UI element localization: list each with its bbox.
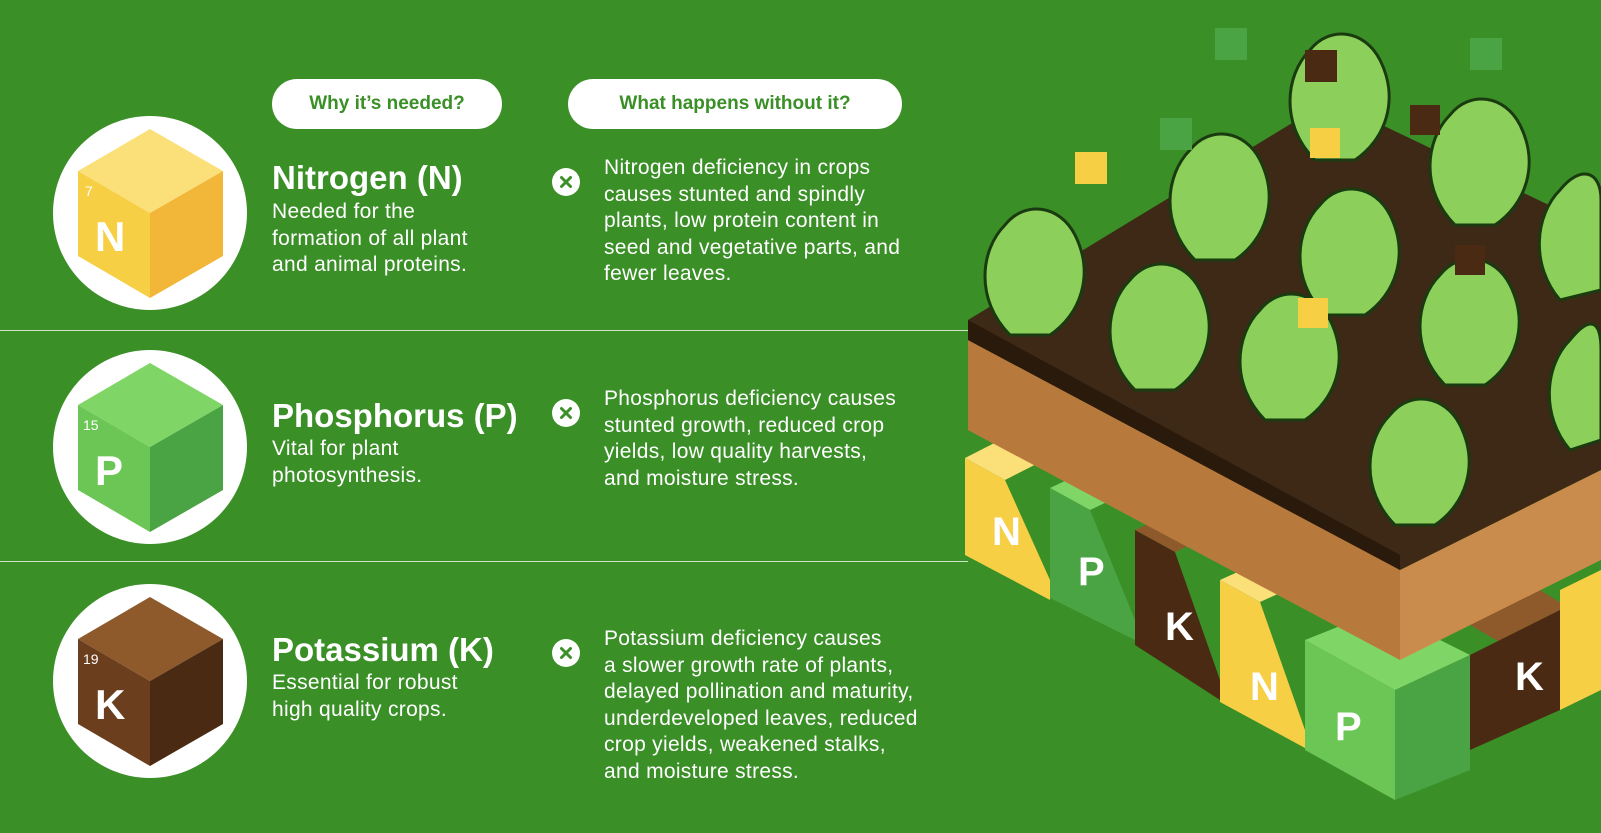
atomic-number-label: 15 — [83, 417, 99, 433]
desc-line: Essential for robust — [272, 671, 458, 694]
effect-line: and moisture stress. — [604, 759, 800, 783]
why-needed-header: Why it’s needed? — [272, 79, 502, 129]
row-divider — [0, 330, 968, 331]
element-symbol: P — [95, 447, 123, 494]
effect-line: Nitrogen deficiency in crops — [604, 156, 871, 179]
nutrient-need-nitrogen: Needed for the formation of all plant an… — [272, 199, 468, 279]
element-symbol: N — [992, 510, 1021, 554]
effect-line: underdeveloped leaves, reduced — [604, 706, 918, 730]
soil-field-illustration: N P K N P K — [965, 28, 1601, 800]
effect-line: causes stunted and spindly — [604, 182, 866, 206]
desc-line: and animal proteins. — [272, 253, 468, 276]
close-icon — [552, 639, 580, 667]
deficiency-effect-phosphorus: Phosphorus deficiency causes stunted gro… — [604, 386, 984, 492]
element-symbol: K — [1515, 655, 1544, 699]
effect-line: stunted growth, reduced crop — [604, 413, 885, 437]
nutrient-need-phosphorus: Vital for plant photosynthesis. — [272, 436, 422, 489]
element-symbol: P — [1335, 705, 1362, 749]
effect-line: seed and vegetative parts, and — [604, 235, 901, 259]
desc-line: high quality crops. — [272, 697, 447, 721]
nutrient-name-potassium: Potassium (K) — [272, 631, 494, 668]
desc-line: Needed for the — [272, 200, 416, 223]
effect-line: fewer leaves. — [604, 262, 732, 285]
deficiency-effect-nitrogen: Nitrogen deficiency in crops causes stun… — [604, 155, 984, 288]
lettuce-plants — [983, 32, 1601, 527]
effect-line: plants, low protein content in — [604, 209, 880, 232]
desc-line: photosynthesis. — [272, 463, 423, 487]
close-icon — [552, 399, 580, 427]
nutrient-name-phosphorus: Phosphorus (P) — [272, 397, 518, 434]
desc-line: formation of all plant — [272, 226, 468, 250]
effect-line: crop yields, weakened stalks, — [604, 733, 886, 756]
effect-line: yields, low quality harvests, — [604, 440, 868, 463]
element-symbol: N — [95, 213, 125, 260]
element-symbol: K — [1165, 605, 1194, 649]
potassium-cube-icon: 19 K — [53, 584, 247, 778]
element-symbol: P — [1078, 550, 1105, 594]
effect-line: delayed pollination and maturity, — [604, 680, 914, 703]
close-icon — [552, 168, 580, 196]
phosphorus-cube-icon: 15 P — [53, 350, 247, 544]
effect-line: Potassium deficiency causes — [604, 627, 882, 650]
row-divider — [0, 561, 968, 562]
nitrogen-cube-icon: 7 N — [53, 116, 247, 310]
subsoil-layer — [968, 340, 1601, 660]
effect-line: a slower growth rate of plants, — [604, 653, 894, 677]
nutrient-name-nitrogen: Nitrogen (N) — [272, 159, 463, 196]
atomic-number-label: 19 — [83, 651, 99, 667]
element-symbol: N — [1250, 665, 1279, 709]
effect-line: and moisture stress. — [604, 466, 800, 490]
desc-line: Vital for plant — [272, 437, 399, 460]
effect-line: Phosphorus deficiency causes — [604, 387, 897, 410]
what-happens-header: What happens without it? — [568, 79, 902, 129]
deficiency-effect-potassium: Potassium deficiency causes a slower gro… — [604, 626, 984, 785]
atomic-number-label: 7 — [85, 183, 93, 199]
floating-nutrient-cubes — [1075, 28, 1502, 328]
element-symbol: K — [95, 681, 125, 728]
nutrient-need-potassium: Essential for robust high quality crops. — [272, 670, 458, 723]
